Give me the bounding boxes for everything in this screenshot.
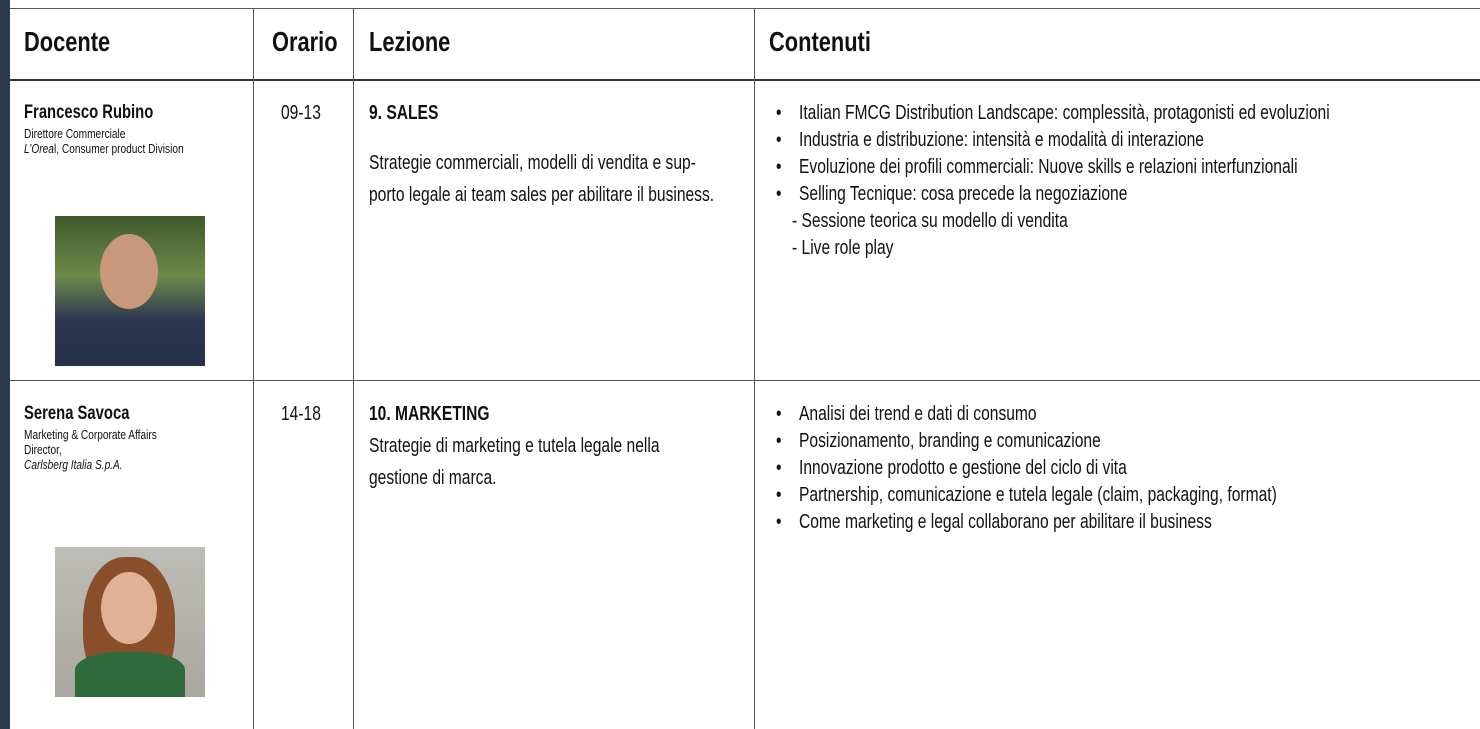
photo-face	[101, 572, 157, 644]
column-rule	[754, 8, 755, 729]
bullet-dot: •	[776, 129, 782, 151]
bullet-dot: •	[776, 430, 782, 452]
content-item: Innovazione prodotto e gestione del cicl…	[799, 457, 1127, 479]
content-subitem: - Live role play	[792, 237, 894, 259]
content-item: Come marketing e legal collaborano per a…	[799, 511, 1212, 533]
header-cell: Orario	[272, 26, 338, 57]
teacher-role: Direttore Commerciale	[24, 126, 126, 141]
content-item: Posizionamento, branding e comunicazione	[799, 430, 1101, 452]
rule	[10, 8, 1480, 9]
photo	[55, 216, 205, 366]
bullet-dot: •	[776, 511, 782, 533]
bullet-dot: •	[776, 403, 782, 425]
lesson-text: porto legale ai team sales per abilitare…	[369, 184, 715, 206]
column-rule	[253, 8, 254, 729]
rule	[10, 79, 1480, 81]
teacher-role: Director,	[24, 442, 62, 457]
time-slot: 09-13	[281, 102, 321, 124]
content-item: Partnership, comunicazione e tutela lega…	[799, 484, 1277, 506]
content-item: Evoluzione dei profili commerciali: Nuov…	[799, 156, 1298, 178]
content-item: Industria e distribuzione: intensità e m…	[799, 129, 1204, 151]
photo	[55, 547, 205, 697]
header-cell: Docente	[24, 26, 111, 57]
photo-face	[100, 234, 158, 309]
column-rule	[353, 8, 354, 729]
header-cell: Contenuti	[769, 26, 871, 57]
teacher-name: Francesco Rubino	[24, 102, 154, 123]
rule	[10, 380, 1480, 381]
teacher-company: L’Orea	[24, 141, 54, 156]
lesson-title: 10. MARKETING	[369, 403, 490, 425]
side-strip	[0, 0, 10, 729]
bullet-dot: •	[776, 457, 782, 479]
teacher-role: Marketing & Corporate Affairs	[24, 427, 157, 442]
header-cell: Lezione	[369, 26, 451, 57]
bullet-dot: •	[776, 156, 782, 178]
photo-top	[75, 652, 185, 697]
lesson-title: 9. SALES	[369, 102, 439, 124]
time-slot: 14-18	[281, 403, 321, 425]
lesson-text: Strategie di marketing e tutela legale n…	[369, 435, 660, 457]
bullet-dot: •	[776, 183, 782, 205]
content-item: Analisi dei trend e dati di consumo	[799, 403, 1037, 425]
bullet-dot: •	[776, 102, 782, 124]
content-item: Selling Tecnique: cosa precede la negozi…	[799, 183, 1128, 205]
lesson-text: Strategie commerciali, modelli di vendit…	[369, 152, 696, 174]
teacher-company: l, Consumer product Division	[53, 141, 184, 156]
content-subitem: - Sessione teorica su modello di vendita	[792, 210, 1068, 232]
teacher-name: Serena Savoca	[24, 403, 130, 424]
teacher-company: Carlsberg Italia S.p.A.	[24, 457, 123, 472]
bullet-dot: •	[776, 484, 782, 506]
content-item: Italian FMCG Distribution Landscape: com…	[799, 102, 1330, 124]
lesson-text: gestione di marca.	[369, 467, 497, 489]
